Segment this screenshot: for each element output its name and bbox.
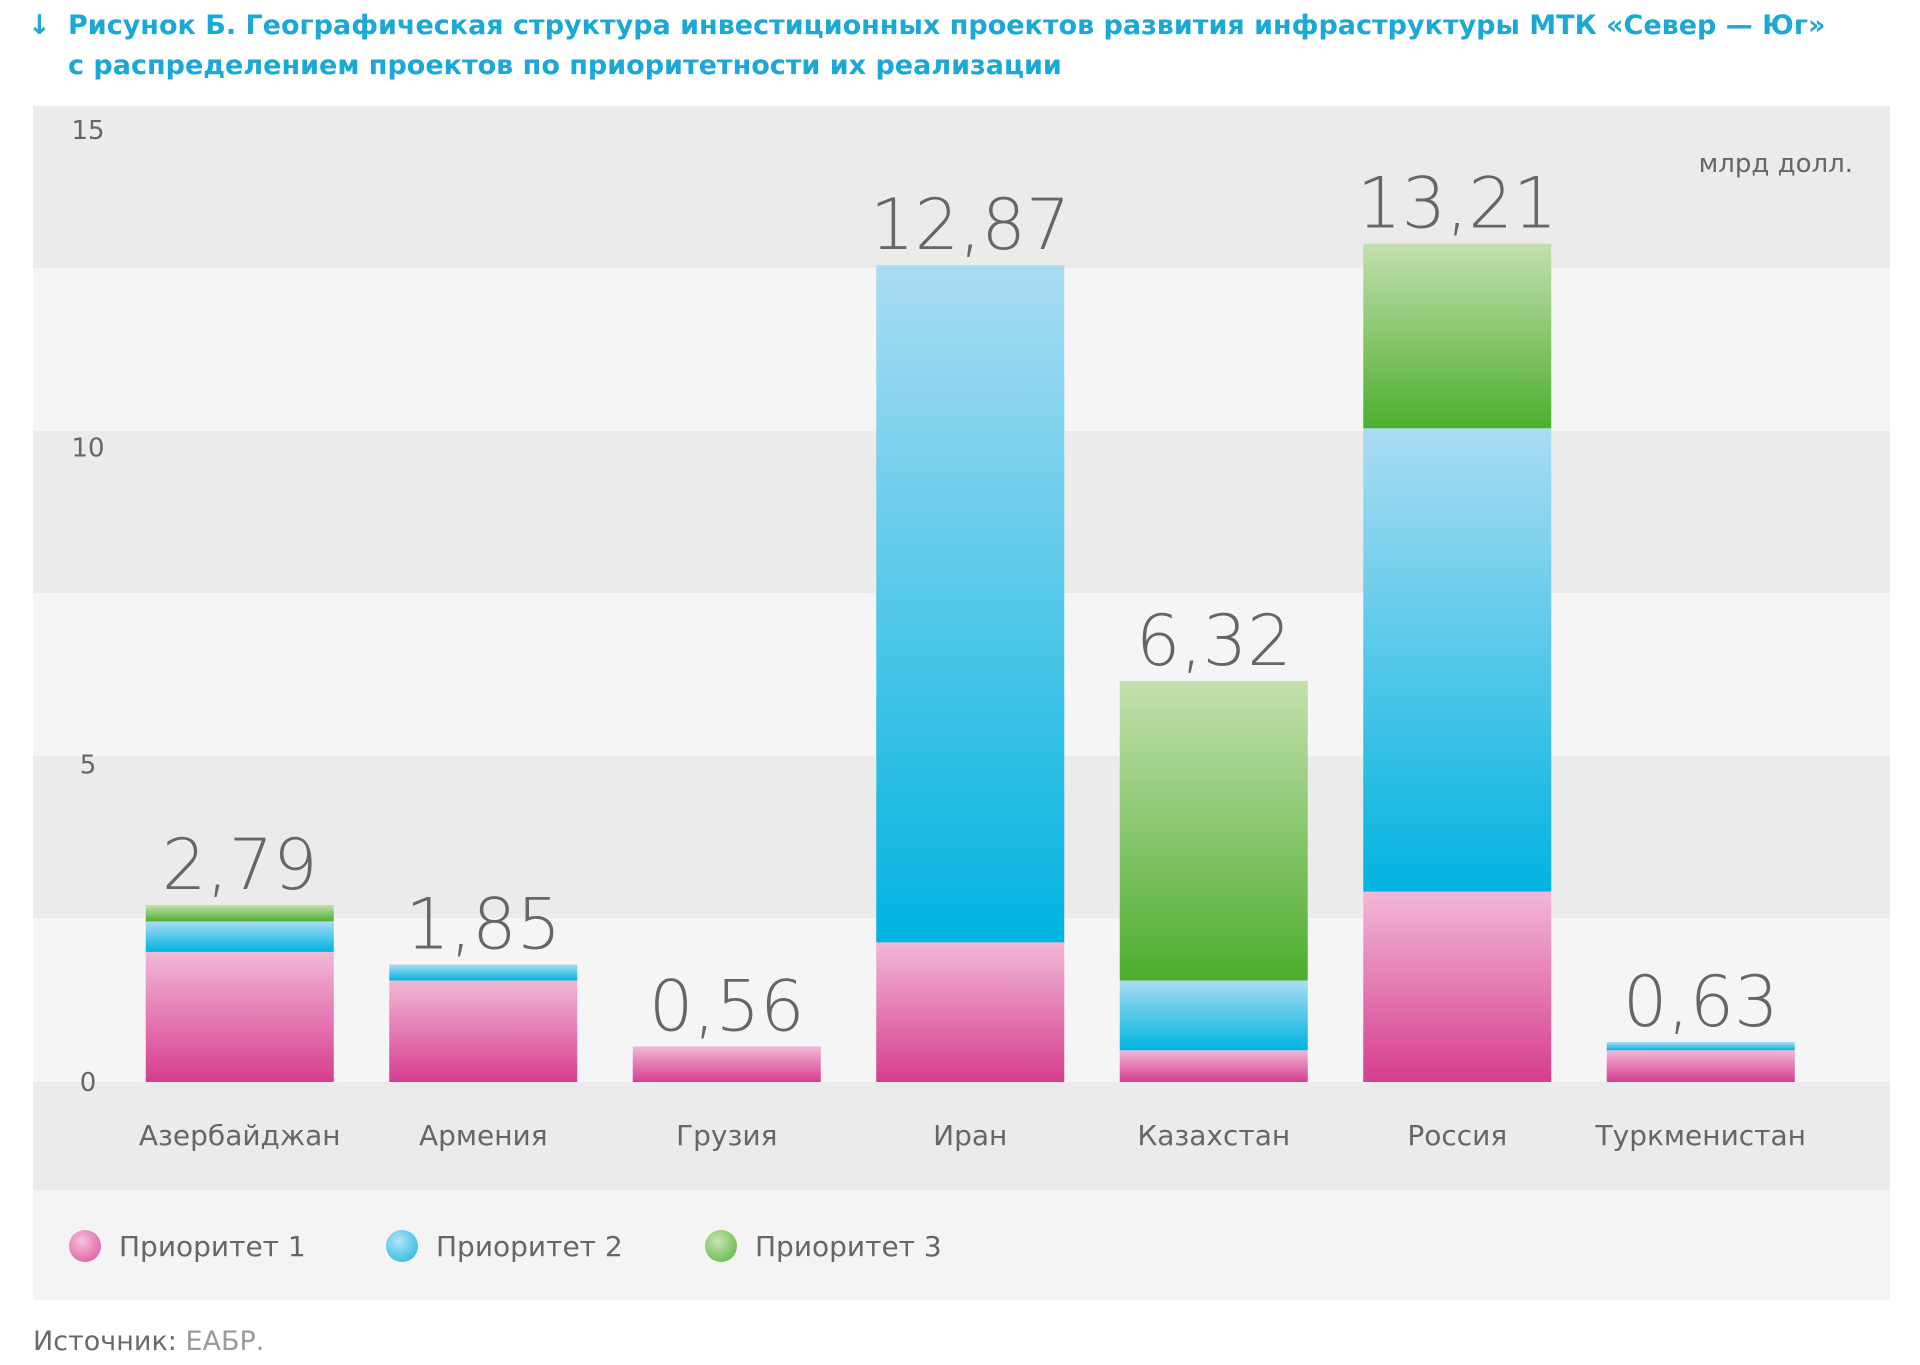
- legend-label: Приоритет 3: [755, 1229, 942, 1263]
- bar-segment-priority-2: [1606, 1042, 1795, 1051]
- bar-segment-priority-1: [1119, 1050, 1308, 1082]
- source-value: ЕАБР.: [185, 1326, 265, 1357]
- legend-item-priority-2: Приоритет 2: [386, 1226, 623, 1266]
- bar-segment-priority-1: [145, 951, 334, 1082]
- legend-item-priority-1: Приоритет 1: [69, 1226, 306, 1266]
- bar-segment-priority-3: [1119, 680, 1308, 981]
- legend-dot-priority-1: [69, 1230, 101, 1262]
- bar-total-label: 13,21: [1357, 163, 1557, 245]
- bar-segment-priority-2: [1119, 980, 1308, 1051]
- bar-segment-priority-3: [1363, 243, 1552, 429]
- x-category-label: Грузия: [676, 1119, 777, 1152]
- arrow-down-icon: ↓: [28, 10, 51, 41]
- y-tick-label: 15: [71, 116, 104, 146]
- background-band: [33, 1082, 1890, 1190]
- y-tick-label: 10: [71, 433, 104, 463]
- unit-label: млрд долл.: [1699, 149, 1853, 179]
- legend: Приоритет 1 Приоритет 2 Приоритет 3: [33, 1190, 1890, 1300]
- title-line-1: Рисунок Б. Географическая структура инве…: [68, 10, 1826, 41]
- x-category-label: Азербайджан: [139, 1119, 341, 1152]
- legend-label: Приоритет 2: [436, 1229, 623, 1263]
- background-band: [33, 106, 1890, 268]
- legend-item-priority-3: Приоритет 3: [705, 1226, 942, 1266]
- source-label: Источник:: [33, 1326, 177, 1357]
- bar-segment-priority-1: [389, 980, 578, 1082]
- title-line-2: с распределением проектов по приоритетно…: [68, 50, 1062, 81]
- stacked-bar-chart: 0 5 10 15 млрд долл. 2,79 Азербайджан 1,85 Армен…: [33, 106, 1890, 1190]
- bar-total-label: 1,85: [405, 884, 561, 966]
- bar-total-label: 12,87: [870, 184, 1070, 266]
- chart-title: ↓ Рисунок Б. Географическая структура ин…: [28, 6, 1888, 86]
- x-category-label: Россия: [1407, 1119, 1507, 1152]
- bar-segment-priority-1: [1606, 1050, 1795, 1082]
- x-category-label: Армения: [419, 1119, 548, 1152]
- bar-segment-priority-2: [145, 921, 334, 952]
- bar-segment-priority-2: [389, 964, 578, 981]
- source-note: Источник: ЕАБР.: [33, 1326, 264, 1357]
- bar-total-label: 0,56: [649, 965, 805, 1047]
- legend-dot-priority-3: [705, 1230, 737, 1262]
- bar-segment-priority-1: [1363, 891, 1552, 1082]
- bar-segment-priority-2: [1363, 428, 1552, 892]
- bar-segment-priority-3: [145, 904, 334, 922]
- bar-total-label: 0,63: [1623, 961, 1779, 1043]
- legend-label: Приоритет 1: [119, 1229, 306, 1263]
- bar-total-label: 2,79: [162, 824, 318, 906]
- x-category-label: Туркменистан: [1595, 1119, 1806, 1152]
- legend-dot-priority-2: [386, 1230, 418, 1262]
- x-category-label: Иран: [933, 1119, 1007, 1152]
- y-tick-label: 0: [80, 1068, 97, 1098]
- bar-total-label: 6,32: [1136, 600, 1292, 682]
- y-tick-label: 5: [80, 751, 97, 781]
- bar-segment-priority-1: [876, 942, 1065, 1082]
- bar-segment-priority-2: [876, 265, 1065, 943]
- x-category-label: Казахстан: [1137, 1119, 1290, 1152]
- bar-segment-priority-1: [632, 1046, 821, 1082]
